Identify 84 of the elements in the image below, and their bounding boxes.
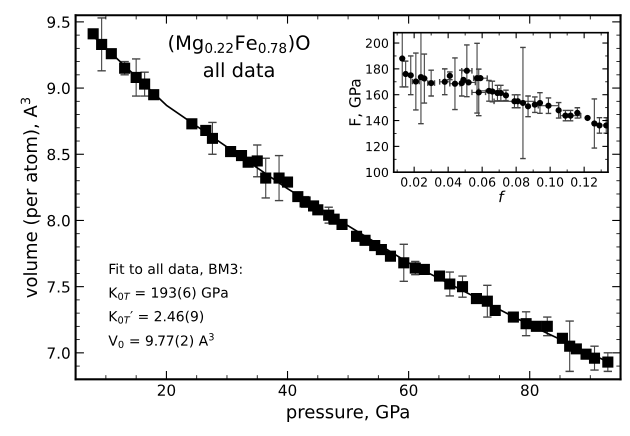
point [421,75,428,82]
x-tick-label: 0.02 [401,177,427,187]
point [562,112,569,119]
y-tick-label: 100 [366,168,388,178]
point [591,120,598,127]
point [186,118,198,130]
point [384,250,396,262]
point [489,88,496,95]
point [444,278,456,290]
annotation: K$_{0T}$ = 193(6) GPa [110,287,228,300]
annotation: V$_{0}$ = 9.77(2) A$^{3}$ [108,333,214,348]
point [312,204,324,216]
y-tick-label: 7.5 [48,281,70,293]
point [556,107,562,114]
y-tick-label: 7.0 [48,347,70,359]
y-tick-label: 120 [366,142,388,152]
point [252,155,263,166]
y-axis-title: volume (per atom), A$^{3}$ [20,98,41,298]
point [603,122,608,129]
point [588,352,600,364]
annotation: (Mg$_{0.22}$Fe$_{0.78}$)O [169,34,310,54]
point [456,281,468,292]
y-tick-label: 8.0 [47,214,70,226]
x-tick-label: 80 [521,384,538,396]
x-tick-label: 0.06 [469,177,496,187]
y-tick-label: 9.0 [47,82,70,94]
point [530,320,542,332]
point [434,270,446,282]
point [336,218,348,230]
y-tick-label: 140 [366,116,388,126]
annotation: Fit to all data, BM3: [110,263,242,276]
x-tick-label: 40 [278,384,296,396]
point [556,332,568,344]
y-axis-title: F, GPa [349,80,362,126]
point [508,312,519,323]
x-tick-label: 60 [400,384,418,396]
point [524,103,532,110]
point [398,257,410,268]
x-tick-label: 0.12 [571,177,597,187]
point [200,124,212,136]
point [260,172,272,184]
point [130,72,142,84]
point [520,318,532,330]
point [596,122,603,129]
point [470,293,482,304]
point [139,78,150,90]
x-tick-label: 0.04 [435,177,462,187]
point [567,112,574,119]
point [460,76,467,83]
y-tick-label: 160 [366,90,388,100]
x-tick-label: 0.08 [503,177,530,187]
point [542,320,553,332]
point [106,48,117,60]
point [399,55,406,62]
annotation: K$_{0T}$′ = 2.46(9) [110,310,204,324]
y-tick-label: 180 [366,64,388,74]
point [282,176,294,188]
point [418,264,430,275]
y-tick-label: 200 [366,38,388,48]
y-tick-label: 9.5 [47,16,70,28]
point [502,92,510,98]
point [96,38,108,50]
x-tick-label: 0.10 [537,177,564,187]
annotation: all data [204,62,274,78]
y-tick-label: 8.5 [47,148,70,160]
x-axis-title: pressure, GPa [287,404,409,422]
point [359,234,371,246]
point [545,102,552,109]
x-axis-title: f [499,190,506,202]
point [490,304,501,316]
point [584,114,591,122]
point [206,132,218,144]
point [408,72,414,78]
point [376,244,387,256]
point [482,296,493,307]
point [602,356,614,368]
x-tick-label: 20 [158,384,176,396]
point [570,343,582,354]
point [88,28,99,40]
point [148,89,160,100]
point [520,100,526,106]
point [402,70,409,78]
point [465,79,472,86]
point [225,146,236,158]
